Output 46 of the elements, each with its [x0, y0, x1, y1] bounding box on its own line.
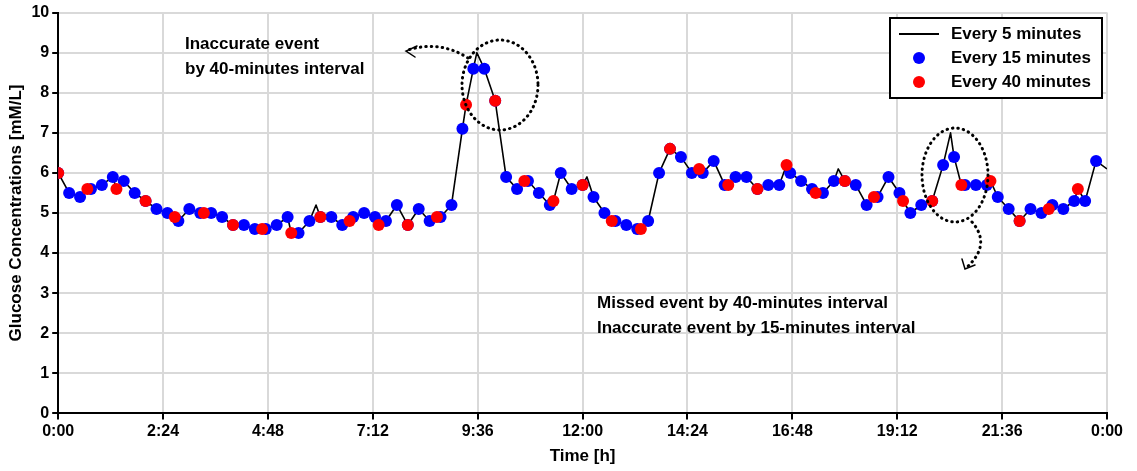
- y-tick-label: 1: [40, 363, 50, 381]
- point: [722, 178, 735, 191]
- annotation: Inaccurate event by 40-minutes interval: [185, 34, 365, 78]
- y-tick-label: 6: [40, 163, 50, 181]
- x-axis-title: Time [h]: [549, 446, 616, 466]
- point: [693, 162, 706, 175]
- point: [867, 190, 880, 203]
- y-tick-label: 7: [40, 123, 50, 141]
- annotation: Missed event by 40-minutes interval Inaccurate event by 15-minutes interval: [597, 293, 916, 337]
- x-tick-label: 0:00: [42, 422, 75, 440]
- point: [372, 219, 385, 232]
- y-tick-label: 10: [31, 3, 50, 21]
- y-tick-label: 8: [40, 83, 50, 101]
- x-tick-label: 14:24: [667, 422, 709, 440]
- y-tick-label: 3: [40, 283, 50, 301]
- x-tick-label: 16:48: [771, 422, 813, 440]
- point: [343, 215, 356, 228]
- x-tick-label: 21:36: [981, 422, 1023, 440]
- y-tick-label: 2: [40, 323, 50, 341]
- x-tick-label: 9:36: [461, 422, 494, 440]
- point: [605, 215, 618, 228]
- point: [430, 211, 443, 224]
- point: [809, 186, 822, 199]
- point: [168, 211, 181, 224]
- y-tick-label: 0: [40, 403, 50, 421]
- point: [1071, 182, 1084, 195]
- point: [955, 178, 968, 191]
- x-tick-label: 12:00: [562, 422, 604, 440]
- point: [1042, 202, 1055, 215]
- y-axis-title: Glucose Concentrations [mM/L]: [5, 84, 25, 342]
- legend-label: Every 5 minutes: [951, 23, 1082, 44]
- legend-label: Every 15 minutes: [951, 47, 1091, 68]
- point: [285, 227, 298, 240]
- point: [547, 194, 560, 207]
- x-tick-label: 4:48: [251, 422, 285, 440]
- x-tick-label: 2:24: [147, 422, 180, 440]
- x-tick-label: 7:12: [356, 422, 389, 440]
- point: [780, 158, 793, 171]
- point: [110, 182, 123, 195]
- x-tick-label: 19:12: [876, 422, 918, 440]
- point: [897, 194, 910, 207]
- x-tick-label: 0:00: [1090, 422, 1124, 440]
- legend-label: Every 40 minutes: [951, 71, 1091, 92]
- y-tick-label: 9: [40, 43, 50, 61]
- y-tick-label: 5: [40, 203, 50, 221]
- y-tick-label: 4: [40, 243, 50, 261]
